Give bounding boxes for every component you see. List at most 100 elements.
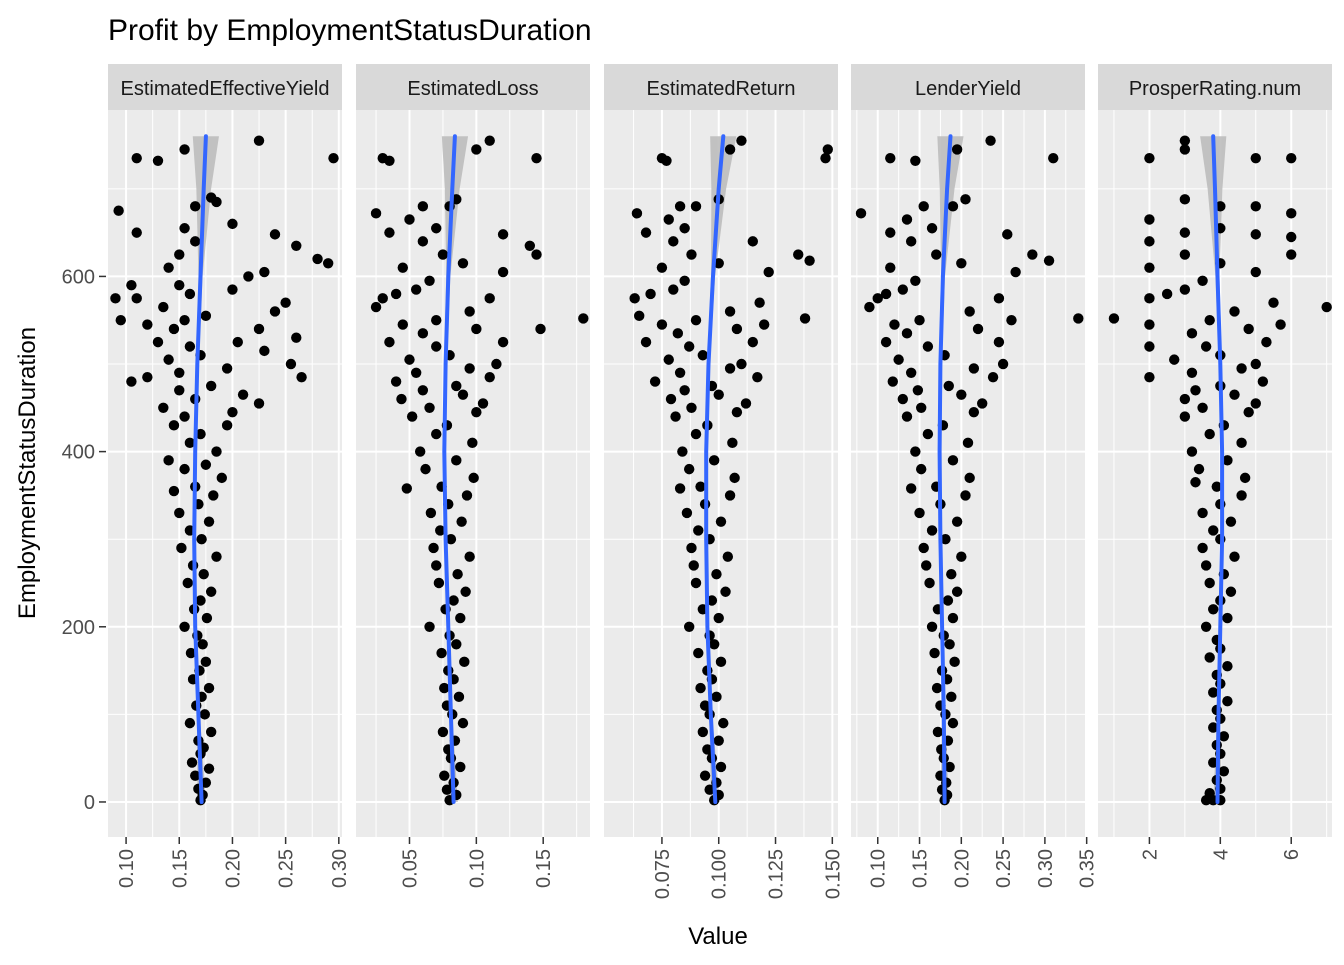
data-point: [1204, 788, 1215, 799]
data-point: [195, 428, 206, 440]
data-point: [397, 262, 408, 273]
data-point: [922, 341, 934, 352]
data-point: [679, 385, 690, 396]
data-point: [1229, 306, 1240, 317]
data-point: [1250, 266, 1261, 278]
data-point: [690, 577, 702, 589]
data-point: [872, 293, 883, 304]
data-point: [1179, 135, 1191, 146]
data-point: [1222, 455, 1233, 466]
data-point: [417, 236, 429, 247]
panel-plot-area: [108, 110, 342, 837]
data-point: [186, 757, 198, 768]
data-point: [731, 406, 743, 418]
data-point: [384, 336, 395, 348]
x-tick-label: 0.10: [116, 849, 138, 888]
data-point: [683, 621, 695, 632]
data-point: [410, 284, 422, 295]
data-point: [677, 446, 688, 457]
data-point: [951, 586, 963, 597]
data-point: [197, 639, 208, 650]
data-point: [1006, 315, 1017, 326]
x-tick-label: 0.25: [993, 849, 1015, 888]
x-tick-label: 0.35: [1077, 849, 1099, 888]
data-point: [142, 371, 153, 383]
data-point: [663, 354, 674, 365]
data-point: [1190, 477, 1201, 488]
data-point: [179, 315, 190, 326]
data-point: [437, 726, 449, 738]
data-point: [190, 201, 201, 212]
data-point: [451, 455, 462, 466]
data-point: [993, 336, 1005, 348]
data-point: [686, 542, 697, 554]
data-point: [926, 525, 938, 536]
data-point: [679, 275, 690, 287]
data-point: [455, 612, 466, 624]
data-point: [880, 288, 892, 300]
data-point: [690, 315, 702, 326]
data-point: [629, 293, 640, 304]
data-point: [690, 428, 702, 440]
data-point: [484, 293, 495, 304]
data-point: [997, 358, 1009, 370]
data-point: [211, 446, 222, 457]
data-point: [916, 402, 927, 414]
data-point: [211, 196, 222, 208]
data-point: [163, 262, 174, 273]
data-point: [912, 385, 924, 396]
data-point: [203, 763, 215, 774]
facet-panel-estimatedreturn: EstimatedReturn 0.075 0.100 0.125 0.150: [604, 64, 844, 899]
data-point: [885, 262, 896, 273]
data-point: [424, 621, 435, 632]
data-point: [897, 284, 909, 295]
data-point: [940, 533, 951, 545]
facet-panel-lenderyield: LenderYield 0.10 0.15 0.20 0.25 0.30 0.35: [851, 64, 1099, 888]
data-point: [708, 639, 720, 650]
data-point: [1250, 229, 1261, 240]
smooth-trend-line: [192, 134, 208, 804]
data-point: [993, 293, 1005, 304]
data-point: [922, 428, 934, 440]
data-point: [253, 323, 265, 335]
data-point: [126, 279, 137, 291]
data-point: [1268, 297, 1279, 308]
data-point: [1275, 319, 1286, 330]
data-point: [921, 560, 932, 571]
data-point: [431, 223, 442, 234]
data-point: [174, 279, 185, 291]
data-point: [436, 647, 447, 659]
data-point: [205, 726, 217, 738]
data-point: [110, 293, 121, 304]
data-point: [227, 284, 238, 295]
data-point: [457, 258, 469, 269]
data-point: [668, 236, 679, 247]
data-point: [1286, 208, 1297, 219]
data-point: [889, 319, 900, 330]
data-point: [182, 577, 193, 589]
data-point: [715, 761, 727, 773]
data-point: [960, 490, 971, 501]
data-point: [253, 398, 265, 409]
data-point: [947, 717, 959, 729]
data-point: [168, 323, 180, 335]
data-point: [901, 214, 913, 225]
data-point: [452, 569, 463, 580]
data-point: [910, 446, 921, 457]
data-point: [916, 463, 927, 475]
y-axis-title: EmploymentStatusDuration: [14, 327, 41, 619]
x-tick-label: 6: [1281, 849, 1303, 860]
data-point: [174, 385, 185, 396]
data-point: [477, 398, 489, 409]
data-point: [968, 406, 980, 418]
data-point: [448, 595, 459, 606]
data-point: [199, 709, 210, 720]
data-point: [459, 656, 470, 668]
data-point: [455, 761, 466, 773]
data-point: [227, 406, 238, 418]
data-point: [425, 507, 437, 519]
data-point: [1169, 354, 1180, 365]
data-point: [152, 336, 164, 348]
data-point: [435, 525, 446, 536]
